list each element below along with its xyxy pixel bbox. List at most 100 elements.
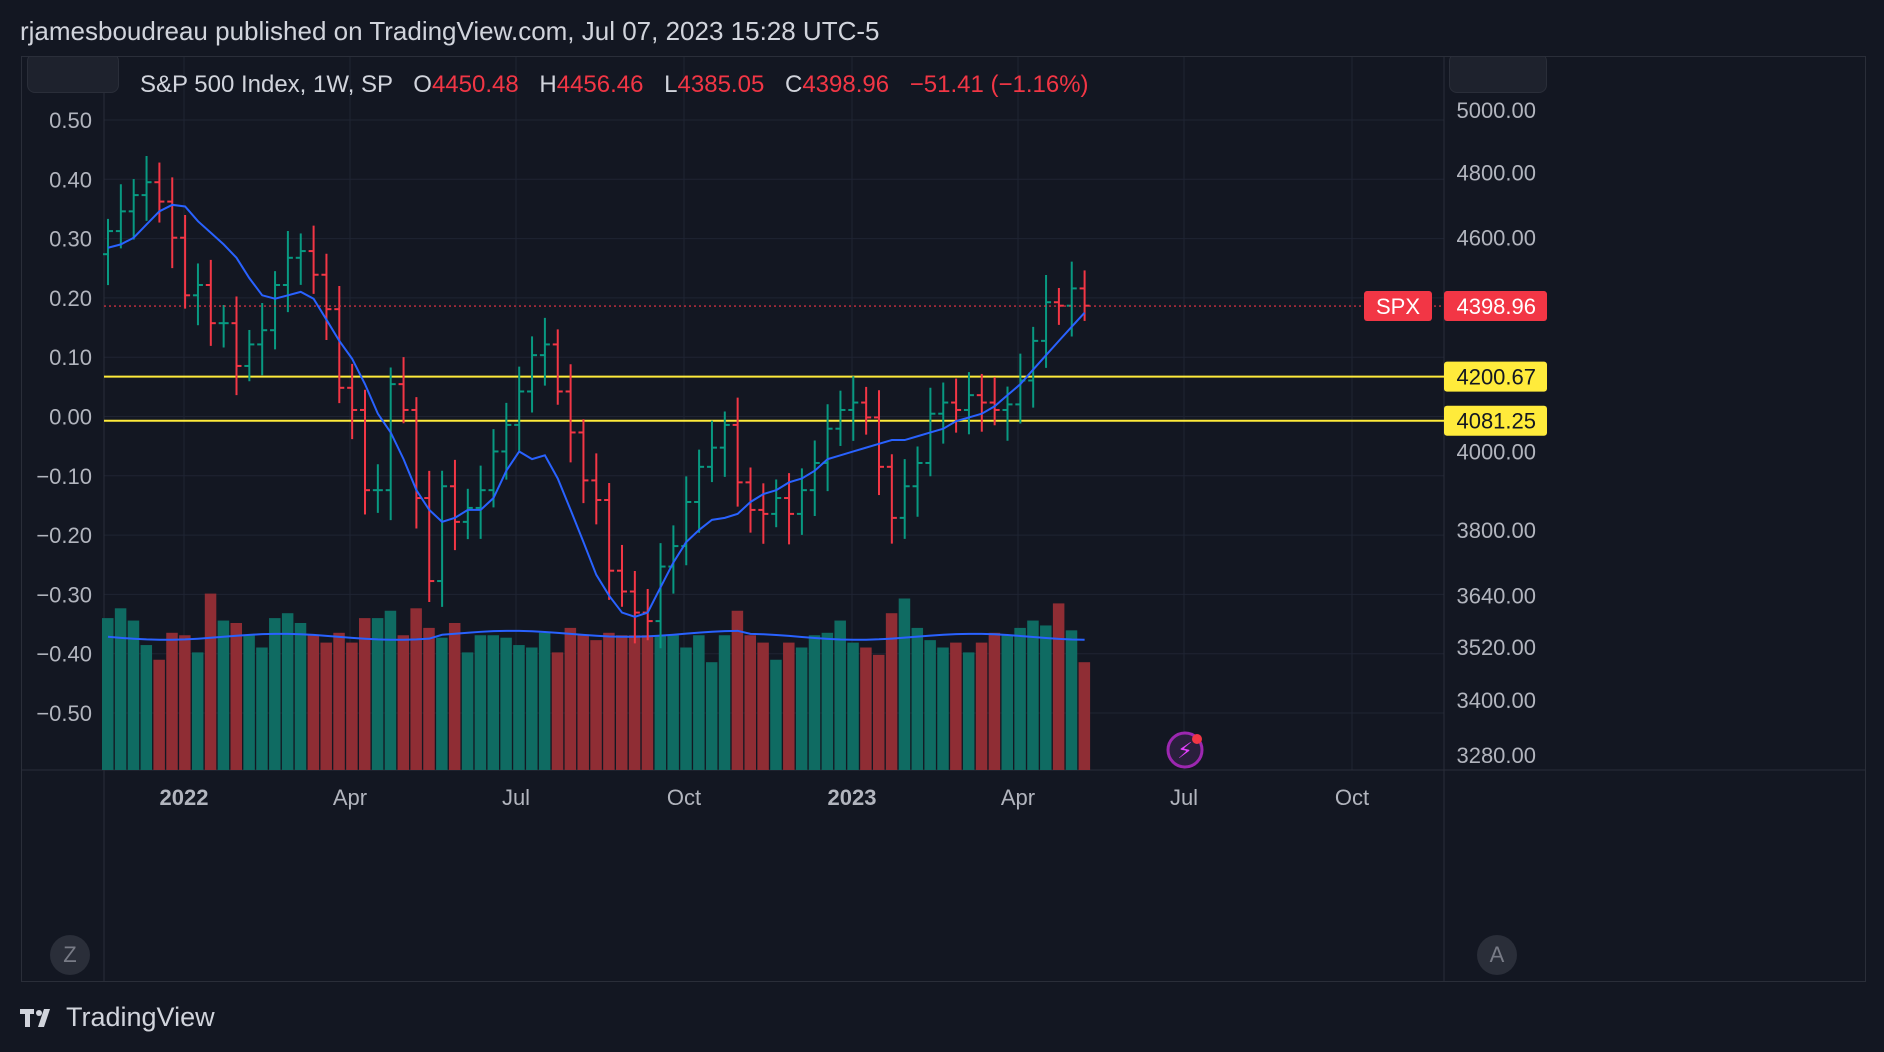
ohlc-bar [244, 329, 255, 382]
low-label: L [664, 71, 678, 98]
right-axis-tick-label: 4000.00 [1456, 439, 1536, 464]
volume-bar [256, 647, 268, 770]
published-caption: rjamesboudreau published on TradingView.… [20, 16, 880, 46]
ohlc-bar [141, 156, 152, 221]
last-price-tag [1444, 291, 1547, 322]
ohlc-bar [282, 230, 293, 313]
right-axis-tick-label: 3640.00 [1456, 584, 1536, 609]
x-axis-tick-label: Jul [1170, 785, 1198, 810]
ohlc-bar [732, 397, 743, 507]
ohlc-bar [270, 271, 281, 350]
volume-bar [346, 642, 358, 770]
ohlc-bar [963, 372, 974, 435]
ohlc-bar [784, 473, 795, 545]
volume-bar [140, 645, 153, 770]
notification-dot-icon [1192, 734, 1202, 744]
chart-pane[interactable]: 0.50 0.40 0.30 0.20 0.10 0.00 −0.10 −0.20 −0.30 −… [21, 56, 1866, 982]
ohlc-bar [192, 263, 203, 326]
ohlc-bar [809, 440, 820, 516]
ohlc-bar [874, 390, 884, 496]
volume-bar [320, 642, 332, 770]
ohlc-bar [976, 373, 987, 432]
right-axis-tick-label: 3400.00 [1456, 688, 1536, 713]
x-axis-tick-label: 2023 [828, 785, 877, 810]
ohlc-bar [861, 386, 872, 435]
ohlc-bar [398, 357, 409, 424]
symbol-name: S&P 500 Index, 1W, SP [140, 71, 393, 98]
x-axis-tick-label: Jul [502, 785, 530, 810]
volume-bar [359, 618, 371, 770]
right-axis-tick-label: 5000.00 [1456, 98, 1536, 123]
ohlc-bar [167, 177, 178, 269]
volume-bar [166, 632, 178, 770]
ohlc-bar [1041, 274, 1052, 368]
ohlc-bar [449, 459, 460, 551]
volume-bar [950, 642, 962, 770]
open-value: 4450.48 [431, 71, 519, 98]
close-value: 4398.96 [802, 71, 890, 98]
moving-average-line [107, 203, 1086, 618]
left-axis-tick-label: 0.50 [49, 108, 92, 133]
volume-bar [153, 659, 165, 770]
ohlc-bar [115, 184, 126, 249]
volume-bar [577, 635, 589, 770]
left-axis-tick-label: 0.30 [49, 227, 92, 252]
ohlc-bar [231, 296, 242, 396]
ohlc-bar [360, 389, 370, 515]
ohlc-bar [257, 302, 268, 376]
zoom-button[interactable]: Z [50, 935, 90, 975]
volume-bar [795, 647, 808, 770]
ohlc-bar [835, 390, 846, 446]
high-value: 4456.46 [556, 71, 644, 98]
volume-bar [975, 642, 988, 770]
volume-bar [808, 635, 821, 770]
volume-bar [731, 610, 744, 770]
ohlc-bar [629, 570, 640, 644]
open-label: O [413, 71, 432, 98]
volume-bar [333, 632, 345, 770]
volume-bar [911, 627, 924, 770]
ohlc-bar [617, 544, 627, 607]
volume-bar [860, 647, 872, 770]
ohlc-bar [912, 446, 923, 517]
ohlc-bar [475, 465, 486, 539]
footer: TradingView [20, 1002, 215, 1033]
volume-bar [680, 647, 692, 770]
ohlc-bar [321, 253, 332, 340]
volume-bar [1014, 627, 1026, 770]
ohlc-bar [180, 214, 191, 309]
symbol-tag-label: SPX [1376, 294, 1420, 319]
ohlc-bar [488, 429, 499, 508]
left-axis-tick-label: −0.40 [36, 642, 92, 667]
volume-bar [384, 610, 397, 770]
volume-bar [885, 613, 898, 770]
volume-bar [667, 635, 679, 770]
ohlc-bar [745, 467, 756, 533]
ohlc-bar [347, 363, 358, 440]
ohlc-bar [103, 218, 113, 286]
volume-bar [371, 618, 384, 770]
volume-bar [783, 642, 795, 770]
volume-bar [564, 627, 577, 770]
footer-brand: TradingView [66, 1002, 215, 1032]
low-value: 4385.05 [677, 71, 765, 98]
chart-canvas[interactable]: 0.50 0.40 0.30 0.20 0.10 0.00 −0.10 −0.20 −0.30 −… [22, 57, 1866, 982]
ohlc-bar [771, 479, 782, 528]
top-left-toolbar[interactable] [27, 57, 119, 93]
ohlc-legend: S&P 500 Index, 1W, SP O4450.48 H4456.46 … [140, 71, 1089, 99]
volume-bar [1001, 635, 1013, 770]
top-right-toolbar[interactable] [1449, 57, 1547, 93]
left-axis-tick-label: −0.30 [36, 582, 92, 607]
auto-scale-button[interactable]: A [1477, 935, 1517, 975]
volume-bar [436, 637, 448, 770]
lightning-icon: ⚡ [1177, 739, 1192, 764]
volume-bar [474, 635, 487, 770]
volume-bar [102, 618, 114, 770]
volume-bar [281, 613, 294, 770]
left-axis-tick-label: −0.20 [36, 523, 92, 548]
volume-bar [294, 623, 307, 770]
right-axis-tick-label: 3520.00 [1456, 635, 1536, 660]
left-axis-tick-label: −0.50 [36, 701, 92, 726]
volume-bar [718, 635, 731, 770]
volume-bar [821, 632, 834, 770]
